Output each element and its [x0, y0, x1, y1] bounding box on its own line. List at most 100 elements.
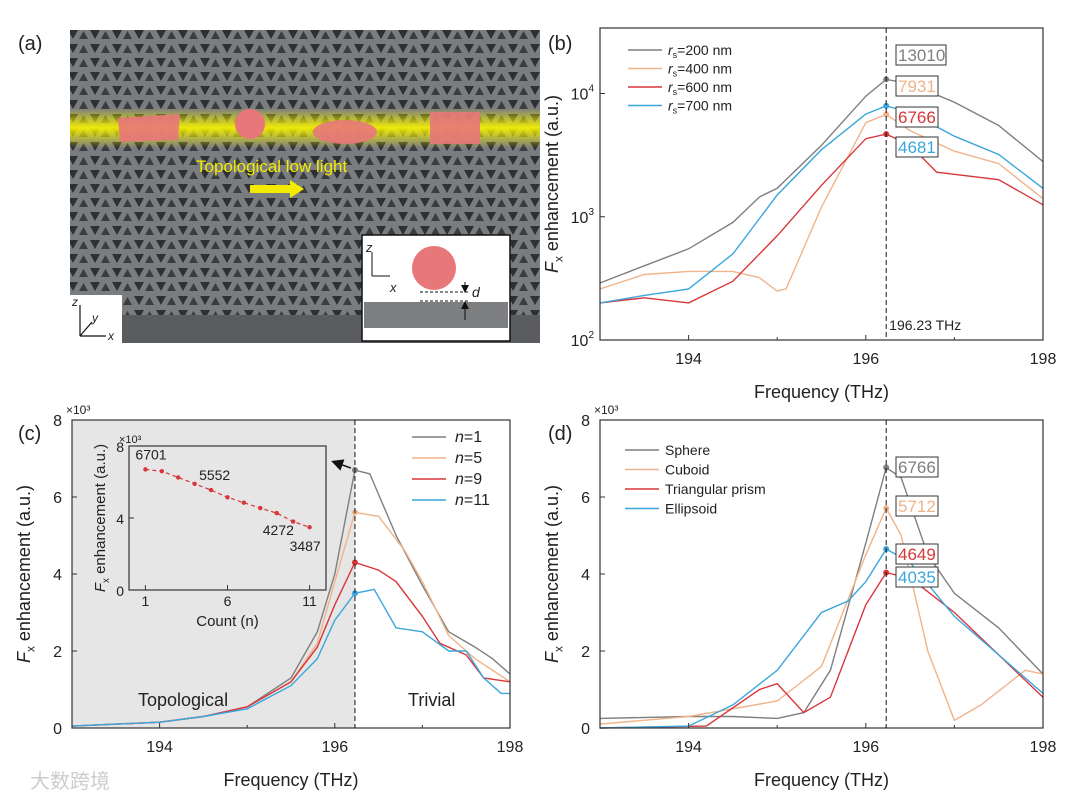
annotation-box: [895, 456, 939, 478]
legend-subscript: s: [673, 50, 678, 60]
ylabel-text: enhancement (a.u.): [92, 444, 109, 578]
inset-point-7: [258, 505, 263, 511]
inset-point-5: [225, 495, 230, 500]
y-tick-exponent: 3: [588, 207, 594, 218]
annotation-box: [895, 543, 939, 565]
legend-item-3: rs=700 nm: [668, 98, 732, 116]
y-tick-exponent: 4: [588, 84, 594, 95]
series-line-0: [599, 78, 1044, 284]
peak-annotation-0: 13010: [895, 44, 947, 66]
inset-pointer-arrow-icon: [331, 459, 352, 471]
particle-prism: [118, 114, 180, 142]
ylabel-subscript: x: [553, 256, 566, 262]
x-tick-label: 198: [497, 739, 524, 756]
annotation-value: 5712: [898, 497, 936, 516]
legend-item-3: n=11: [455, 492, 490, 509]
inset-data-label-2: 4272: [263, 522, 294, 538]
y-tick-base: 10: [571, 210, 589, 227]
legend-symbol: r: [668, 42, 674, 58]
peak-marker-0: [883, 464, 890, 471]
legend-item-0: n=1: [455, 429, 482, 446]
annotation-value: 6766: [898, 108, 936, 127]
x-tick-label: 194: [675, 351, 702, 368]
annotation-box: [895, 495, 939, 517]
axis-y: y: [91, 311, 99, 325]
legend-subscript: s: [673, 87, 678, 97]
legend-name: Ellipsoid: [665, 501, 717, 517]
chart-d: 194 196 198 0 2 4 6 8 Frequency (THz) Fx enhancem…: [542, 403, 1056, 790]
ylabel-text: enhancement (a.u.): [542, 95, 562, 256]
axes-icon: [79, 305, 106, 337]
ylabel-text: enhancement (a.u.): [14, 485, 34, 646]
legend-value: =600 nm: [677, 79, 732, 95]
x-tick-label: 198: [1030, 739, 1057, 756]
series-line-1: [599, 506, 1044, 725]
y-tick-label: 8: [581, 413, 590, 430]
y-axis-label: Fx enhancement (a.u.): [92, 444, 112, 592]
series-line-3: [599, 548, 1044, 729]
x-axis-label: Frequency (THz): [754, 382, 889, 402]
inset-point-1: [159, 469, 165, 474]
annotation-value: 4035: [898, 568, 936, 587]
y-axis-label: Fx enhancement (a.u.): [14, 485, 38, 663]
legend-subscript: s: [673, 69, 678, 79]
peak-marker-3: [351, 590, 358, 597]
inset-data-label-0: 6701: [135, 446, 166, 462]
x-tick-label: 1: [142, 593, 150, 609]
peak-marker-1: [883, 111, 890, 118]
series-line-2: [599, 571, 1044, 729]
annotation-value: 7931: [898, 77, 936, 96]
resonance-label: 196.23 THz: [889, 317, 961, 333]
y-axis-label: Fx enhancement (a.u.): [542, 485, 566, 663]
x-tick-label: 11: [302, 593, 317, 609]
panel-label-a: (a): [18, 33, 42, 55]
x-axis-label: Frequency (THz): [754, 770, 889, 790]
annotation-value: 6766: [898, 458, 936, 477]
y-multiplier: ×10³: [66, 403, 90, 417]
series-line-0: [599, 466, 1044, 720]
peak-annotation-0: 6766: [895, 456, 939, 478]
particle-sphere: [235, 109, 265, 139]
legend-symbol: n: [455, 450, 464, 467]
legend-symbol: n: [455, 429, 464, 446]
annotation-box: [895, 106, 939, 128]
annotation-value: 4649: [898, 545, 936, 564]
series-line-3: [599, 105, 1044, 304]
legend-symbol: r: [668, 61, 674, 77]
plot-frame: [599, 27, 1044, 341]
watermark: 大数跨境: [30, 770, 110, 793]
legend-name: Triangular prism: [665, 481, 766, 497]
inset-axis-x: x: [389, 280, 397, 295]
region-label-trivial: Trivial: [408, 690, 455, 710]
y-tick-label: 103: [571, 207, 595, 227]
legend-name: Sphere: [665, 442, 710, 458]
topological-light-caption: Topological low light: [196, 157, 347, 176]
panel-a: (a) Topological low light z y x: [18, 30, 540, 343]
annotation-value: 4681: [898, 138, 936, 157]
panel-label-d: (d): [548, 423, 572, 445]
ylabel-symbol: F: [92, 582, 109, 592]
y-tick-base: 10: [571, 333, 589, 350]
peak-marker-2: [351, 559, 358, 566]
y-tick-label: 8: [53, 413, 62, 430]
legend-value: =11: [464, 492, 490, 509]
y-multiplier: ×10³: [119, 434, 142, 446]
legend-item-3: Ellipsoid: [665, 501, 717, 517]
y-tick-label: 0: [116, 583, 124, 599]
annotation-box: [895, 75, 939, 97]
legend-subscript: s: [673, 106, 678, 116]
y-tick-exponent: 2: [588, 330, 594, 341]
legend-value: =5: [464, 450, 482, 467]
inset-point-3: [192, 481, 197, 486]
inset-point-9: [290, 519, 296, 524]
chart-c: 194 196 198 0 2 4 6 8 Frequency (THz) Fx enhancem…: [14, 403, 523, 790]
particle-ellipsoid: [313, 120, 377, 144]
legend-value: =200 nm: [677, 42, 732, 58]
y-tick-label: 6: [53, 490, 62, 507]
legend-value: =9: [464, 471, 482, 488]
series-line-3: [71, 588, 510, 727]
